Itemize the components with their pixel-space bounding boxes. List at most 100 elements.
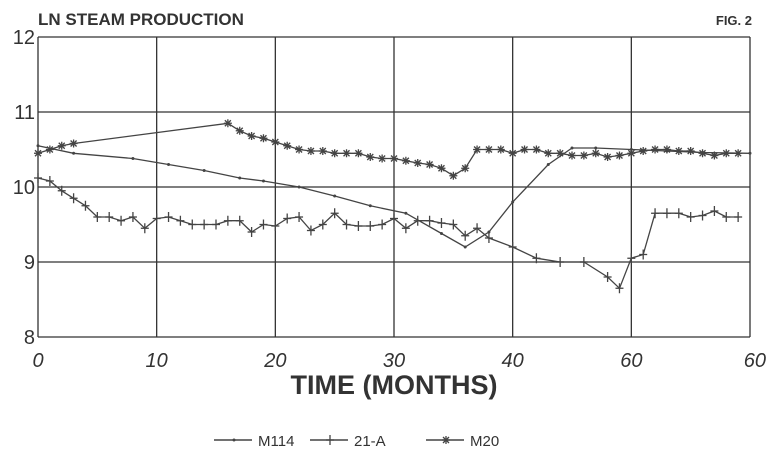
data-point — [546, 163, 550, 166]
data-point — [425, 160, 434, 169]
data-point — [662, 208, 671, 219]
data-point — [627, 149, 636, 158]
data-point — [686, 212, 695, 222]
data-point — [34, 149, 42, 158]
data-point — [674, 147, 683, 155]
data-point — [484, 233, 493, 243]
data-point — [295, 145, 304, 154]
legend-item: M20 — [426, 433, 499, 450]
data-point — [45, 176, 54, 186]
data-point — [283, 213, 292, 224]
data-point — [556, 257, 565, 267]
data-point — [354, 221, 363, 231]
data-point — [556, 149, 565, 158]
data-point — [93, 212, 102, 222]
data-point — [579, 257, 588, 267]
data-point — [354, 149, 363, 158]
chart-legend: M114 21-A M20 — [214, 433, 499, 450]
data-point — [722, 212, 731, 222]
data-point — [318, 147, 327, 155]
data-point — [167, 163, 171, 166]
series-m20 — [34, 119, 743, 180]
data-point — [484, 145, 493, 154]
y-tick-label: 9 — [24, 252, 35, 274]
data-point — [366, 221, 375, 231]
data-point — [247, 227, 256, 237]
data-point — [710, 151, 719, 160]
x-tick-label: 40 — [502, 350, 524, 372]
data-point — [164, 212, 173, 222]
data-point — [603, 272, 612, 282]
data-point — [413, 215, 422, 226]
data-point — [36, 144, 40, 148]
data-point — [461, 164, 470, 173]
data-point — [69, 139, 78, 148]
data-point — [212, 219, 220, 230]
data-point — [570, 146, 574, 150]
data-point — [686, 147, 695, 155]
data-point — [366, 153, 375, 161]
data-point — [128, 212, 137, 222]
data-point — [734, 149, 743, 158]
data-point — [390, 213, 398, 224]
data-point — [487, 230, 491, 234]
data-point — [390, 154, 398, 163]
legend-label: M20 — [470, 433, 499, 450]
data-point — [378, 219, 387, 230]
data-point — [651, 208, 660, 219]
data-point — [333, 194, 337, 198]
data-point — [544, 149, 553, 158]
data-point — [615, 151, 624, 160]
data-point — [342, 219, 351, 230]
x-tick-label: 0 — [32, 350, 43, 372]
data-point — [473, 223, 482, 234]
x-tick-label: 20 — [263, 350, 286, 372]
series-line — [37, 177, 739, 290]
y-axis-ticks: 8 9 10 11 12 — [13, 27, 35, 349]
y-tick-label: 11 — [14, 102, 35, 124]
data-point — [238, 176, 242, 180]
data-point — [425, 215, 434, 226]
data-point — [378, 154, 387, 163]
series-21-a — [34, 173, 743, 294]
series-line — [37, 145, 751, 248]
data-point — [105, 212, 114, 222]
data-point — [57, 185, 66, 196]
data-point — [511, 200, 515, 204]
data-point — [449, 219, 458, 230]
data-point — [306, 147, 315, 155]
data-point — [140, 223, 149, 234]
data-point — [223, 215, 232, 226]
data-point — [295, 212, 304, 222]
data-point — [698, 210, 707, 221]
data-point — [330, 208, 339, 219]
data-point — [57, 141, 66, 150]
data-point — [271, 138, 280, 146]
data-point — [152, 213, 161, 224]
data-point — [579, 151, 588, 160]
data-point — [232, 438, 236, 442]
data-point — [710, 206, 719, 216]
data-point — [200, 219, 209, 230]
data-point — [532, 253, 541, 264]
data-point — [261, 179, 265, 183]
y-tick-label: 8 — [24, 327, 35, 349]
data-point — [401, 156, 410, 165]
data-point — [627, 253, 636, 264]
data-point — [235, 126, 244, 135]
data-point — [496, 145, 505, 154]
y-tick-label: 12 — [13, 27, 35, 49]
legend-item: 21-A — [310, 433, 386, 450]
data-point — [722, 149, 731, 158]
data-point — [318, 219, 327, 230]
chart-grid — [37, 36, 751, 338]
data-point — [247, 132, 256, 140]
data-point — [72, 151, 76, 155]
data-point — [283, 141, 292, 150]
data-point — [508, 149, 517, 158]
data-point — [326, 435, 334, 445]
data-point — [698, 149, 707, 158]
data-point — [330, 149, 339, 158]
data-point — [306, 225, 315, 236]
y-tick-label: 10 — [13, 177, 35, 199]
